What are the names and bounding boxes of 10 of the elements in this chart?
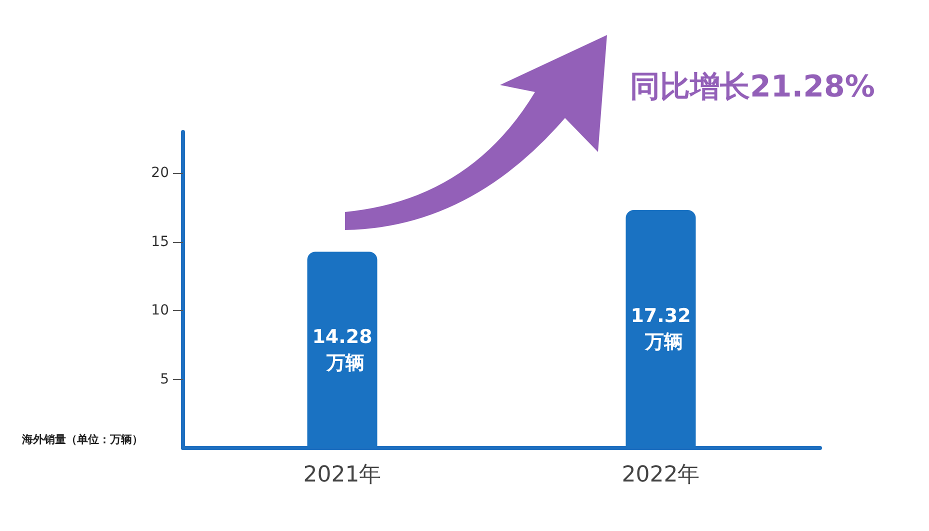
data-label: 17.32 万辆 [630, 305, 691, 354]
x-tick-label: 2021年 [303, 462, 382, 488]
y-tick-label: 10 [151, 302, 169, 319]
y-tick-label: 5 [160, 371, 169, 388]
y-tick-label: 20 [151, 165, 169, 182]
y-axis-title: 海外销量（单位：万辆） [21, 433, 143, 446]
data-label: 14.28 万辆 [312, 326, 372, 374]
text: 同比增长21.28% [630, 70, 875, 104]
y-tick-label: 15 [151, 234, 169, 250]
x-tick-label: 2022年 [622, 462, 700, 488]
